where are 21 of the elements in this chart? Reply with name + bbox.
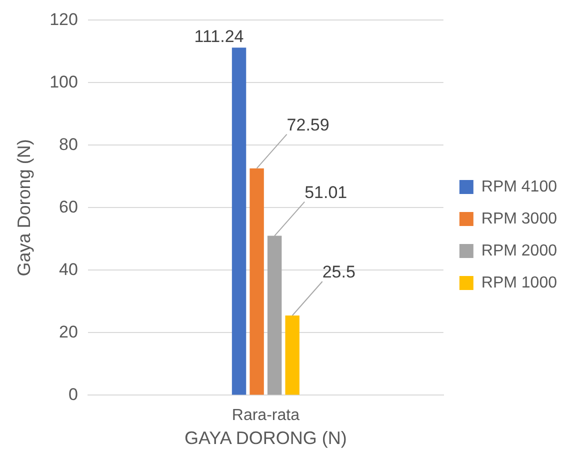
bar — [232, 48, 246, 395]
y-tick-label: 40 — [59, 260, 78, 279]
data-label: 51.01 — [304, 182, 348, 202]
y-axis-title: Gaya Dorong (N) — [14, 139, 34, 276]
y-tick-label: 60 — [59, 197, 78, 216]
y-tick-label: 80 — [59, 134, 78, 154]
legend-label: RPM 2000 — [481, 242, 558, 260]
legend-label: RPM 3000 — [481, 210, 558, 228]
bar — [250, 168, 264, 395]
y-tick-label: 120 — [50, 10, 78, 29]
x-axis-title: GAYA DORONG (N) — [184, 428, 347, 448]
data-label: 72.59 — [286, 116, 330, 135]
data-label: 111.24 — [194, 26, 244, 46]
y-tick-label: 0 — [68, 384, 78, 404]
y-tick-label: 20 — [59, 322, 78, 342]
legend-label: RPM 1000 — [481, 274, 558, 292]
y-tick-label: 100 — [50, 72, 78, 92]
x-tick-label: Rara-rata — [232, 407, 300, 424]
legend-label: RPM 4100 — [481, 178, 558, 196]
data-label: 25.5 — [322, 262, 356, 282]
bar — [285, 316, 300, 395]
